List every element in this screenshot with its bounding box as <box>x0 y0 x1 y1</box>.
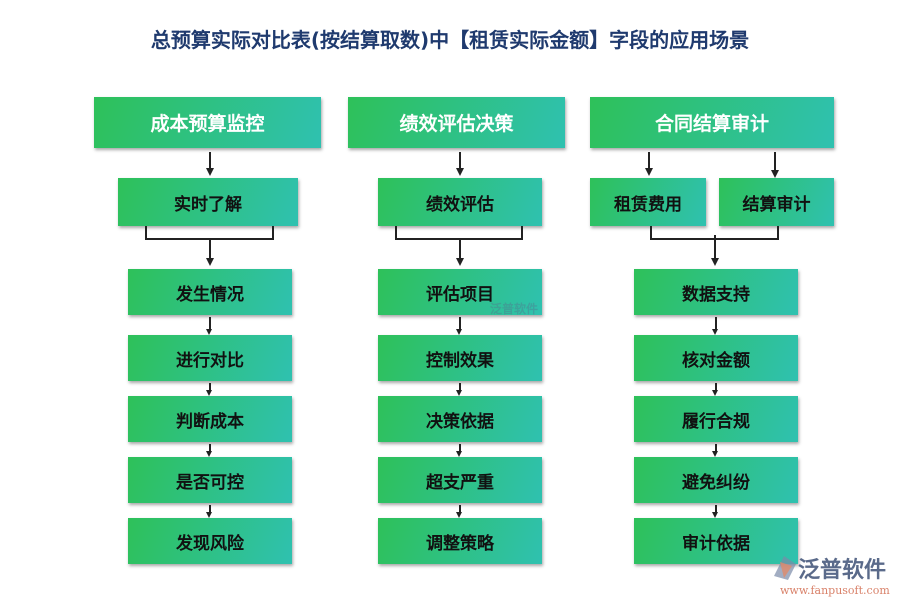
arrow-down-icon <box>206 329 212 335</box>
sub-box: 结算审计 <box>719 178 834 226</box>
connector-line <box>714 235 716 260</box>
item-box: 决策依据 <box>378 396 542 442</box>
sub-box: 租赁费用 <box>590 178 706 226</box>
watermark-faint: 泛普软件 <box>490 302 539 316</box>
arrow-down-icon <box>456 512 462 518</box>
arrow-down-icon <box>206 512 212 518</box>
arrow-down-icon <box>712 512 718 518</box>
connector-line <box>774 152 776 170</box>
arrow-down-icon <box>712 329 718 335</box>
item-box: 判断成本 <box>128 396 292 442</box>
connector-line <box>272 226 274 238</box>
arrow-down-icon <box>712 451 718 457</box>
page-title: 总预算实际对比表(按结算取数)中【租赁实际金额】字段的应用场景 <box>150 28 750 52</box>
arrow-down-icon <box>456 451 462 457</box>
arrow-down-icon <box>206 168 214 176</box>
connector-line <box>209 317 211 330</box>
item-box: 核对金额 <box>634 335 798 381</box>
arrow-down-icon <box>456 168 464 176</box>
connector-line <box>459 238 461 260</box>
arrow-down-icon <box>771 170 779 178</box>
arrow-down-icon <box>456 390 462 396</box>
arrow-down-icon <box>712 390 718 396</box>
fanpu-logo-icon <box>774 556 796 580</box>
header-contract-settlement-audit: 合同结算审计 <box>590 97 834 148</box>
item-box: 进行对比 <box>128 335 292 381</box>
connector-line <box>715 383 717 391</box>
item-box: 审计依据 <box>634 518 798 564</box>
item-box: 履行合规 <box>634 396 798 442</box>
arrow-down-icon <box>456 258 464 266</box>
header-performance-evaluation: 绩效评估决策 <box>348 97 565 148</box>
connector-line <box>209 238 211 260</box>
arrow-down-icon <box>206 258 214 266</box>
header-cost-budget-monitoring: 成本预算监控 <box>94 97 321 148</box>
arrow-down-icon <box>456 329 462 335</box>
item-box: 控制效果 <box>378 335 542 381</box>
item-box: 评估项目 <box>378 269 542 315</box>
connector-line <box>715 505 717 513</box>
connector-line <box>715 317 717 330</box>
connector-line <box>521 226 523 238</box>
arrow-down-icon <box>711 258 719 266</box>
connector-line <box>459 505 461 513</box>
connector-line <box>145 226 147 238</box>
item-box: 调整策略 <box>378 518 542 564</box>
connector-line <box>459 383 461 391</box>
connector-line <box>209 383 211 391</box>
connector-line <box>209 152 211 170</box>
connector-line <box>650 226 652 238</box>
connector-line <box>715 444 717 452</box>
arrow-down-icon <box>206 390 212 396</box>
connector-line <box>395 226 397 238</box>
connector-line <box>459 317 461 330</box>
item-box: 数据支持 <box>634 269 798 315</box>
watermark-url: www.fanpusoft.com <box>780 584 890 597</box>
connector-line <box>459 444 461 452</box>
arrow-down-icon <box>206 451 212 457</box>
connector-line <box>209 505 211 513</box>
item-box: 超支严重 <box>378 457 542 503</box>
connector-line <box>648 152 650 170</box>
arrow-down-icon <box>645 168 653 176</box>
connector-line <box>209 444 211 452</box>
item-box: 发生情况 <box>128 269 292 315</box>
item-box: 发现风险 <box>128 518 292 564</box>
item-box: 避免纠纷 <box>634 457 798 503</box>
item-box: 是否可控 <box>128 457 292 503</box>
sub-box: 实时了解 <box>118 178 298 226</box>
sub-box: 绩效评估 <box>378 178 542 226</box>
connector-line <box>777 226 779 238</box>
connector-line <box>459 152 461 170</box>
watermark-brand: 泛普软件 <box>798 558 887 583</box>
